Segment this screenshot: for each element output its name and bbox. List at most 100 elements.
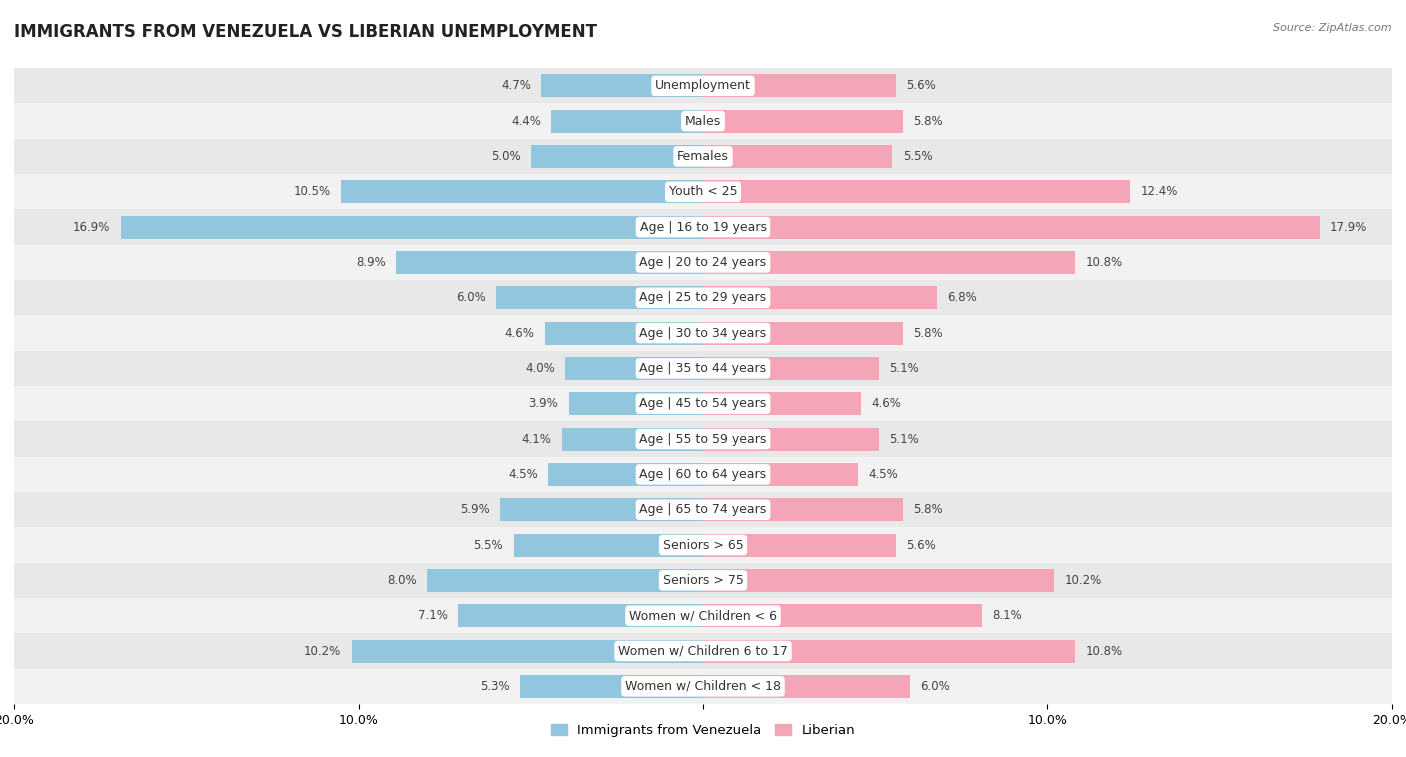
Text: 5.8%: 5.8% <box>912 326 943 340</box>
Bar <box>14 68 1392 104</box>
Text: 4.6%: 4.6% <box>505 326 534 340</box>
Text: 6.0%: 6.0% <box>920 680 950 693</box>
Text: 5.3%: 5.3% <box>481 680 510 693</box>
Bar <box>703 110 903 132</box>
Text: Age | 65 to 74 years: Age | 65 to 74 years <box>640 503 766 516</box>
Text: 4.4%: 4.4% <box>512 114 541 128</box>
Text: Age | 20 to 24 years: Age | 20 to 24 years <box>640 256 766 269</box>
Text: 10.8%: 10.8% <box>1085 644 1122 658</box>
Text: 5.1%: 5.1% <box>889 362 918 375</box>
Bar <box>14 386 1392 422</box>
Bar <box>541 74 703 97</box>
Text: 12.4%: 12.4% <box>1140 185 1178 198</box>
Bar <box>342 180 703 203</box>
Bar <box>565 357 703 380</box>
Text: Age | 55 to 59 years: Age | 55 to 59 years <box>640 432 766 446</box>
Bar <box>703 357 879 380</box>
Bar <box>703 74 896 97</box>
Bar <box>121 216 703 238</box>
Text: 17.9%: 17.9% <box>1330 220 1367 234</box>
Text: Women w/ Children < 6: Women w/ Children < 6 <box>628 609 778 622</box>
Text: 10.5%: 10.5% <box>294 185 330 198</box>
Bar <box>531 145 703 168</box>
Text: 16.9%: 16.9% <box>73 220 111 234</box>
Text: Age | 16 to 19 years: Age | 16 to 19 years <box>640 220 766 234</box>
Legend: Immigrants from Venezuela, Liberian: Immigrants from Venezuela, Liberian <box>546 718 860 742</box>
Text: 5.8%: 5.8% <box>912 114 943 128</box>
Text: 4.5%: 4.5% <box>869 468 898 481</box>
Bar <box>14 634 1392 668</box>
Text: Age | 35 to 44 years: Age | 35 to 44 years <box>640 362 766 375</box>
Bar <box>14 174 1392 210</box>
Bar <box>548 463 703 486</box>
Text: Source: ZipAtlas.com: Source: ZipAtlas.com <box>1274 23 1392 33</box>
Text: 4.0%: 4.0% <box>524 362 555 375</box>
Bar <box>427 569 703 592</box>
Bar <box>703 286 938 309</box>
Text: 4.1%: 4.1% <box>522 432 551 446</box>
Bar <box>14 139 1392 174</box>
Bar <box>14 668 1392 704</box>
Bar <box>14 456 1392 492</box>
Text: Women w/ Children < 18: Women w/ Children < 18 <box>626 680 780 693</box>
Bar <box>703 640 1076 662</box>
Text: Women w/ Children 6 to 17: Women w/ Children 6 to 17 <box>619 644 787 658</box>
Bar <box>14 492 1392 528</box>
Text: 4.5%: 4.5% <box>508 468 537 481</box>
Text: IMMIGRANTS FROM VENEZUELA VS LIBERIAN UNEMPLOYMENT: IMMIGRANTS FROM VENEZUELA VS LIBERIAN UN… <box>14 23 598 41</box>
Text: 6.8%: 6.8% <box>948 291 977 304</box>
Text: 8.9%: 8.9% <box>356 256 387 269</box>
Text: Age | 25 to 29 years: Age | 25 to 29 years <box>640 291 766 304</box>
Bar <box>499 498 703 522</box>
Bar <box>703 216 1320 238</box>
Bar <box>520 675 703 698</box>
Text: 10.8%: 10.8% <box>1085 256 1122 269</box>
Text: 10.2%: 10.2% <box>1064 574 1102 587</box>
Text: 5.8%: 5.8% <box>912 503 943 516</box>
Bar <box>568 392 703 415</box>
Bar <box>703 180 1130 203</box>
Bar <box>14 280 1392 316</box>
Text: 5.0%: 5.0% <box>491 150 520 163</box>
Bar <box>14 562 1392 598</box>
Text: 5.1%: 5.1% <box>889 432 918 446</box>
Bar <box>703 534 896 556</box>
Text: 5.9%: 5.9% <box>460 503 489 516</box>
Bar <box>458 604 703 627</box>
Bar <box>513 534 703 556</box>
Bar <box>703 604 981 627</box>
Bar <box>14 422 1392 456</box>
Text: 4.7%: 4.7% <box>501 79 531 92</box>
Text: Seniors > 75: Seniors > 75 <box>662 574 744 587</box>
Text: Age | 30 to 34 years: Age | 30 to 34 years <box>640 326 766 340</box>
Bar <box>703 428 879 450</box>
Text: Females: Females <box>678 150 728 163</box>
Bar <box>703 392 862 415</box>
Bar <box>14 316 1392 350</box>
Text: Unemployment: Unemployment <box>655 79 751 92</box>
Bar <box>496 286 703 309</box>
Text: Youth < 25: Youth < 25 <box>669 185 737 198</box>
Text: 8.1%: 8.1% <box>993 609 1022 622</box>
Bar <box>703 675 910 698</box>
Bar <box>14 350 1392 386</box>
Bar <box>14 528 1392 562</box>
Bar <box>14 104 1392 139</box>
Text: Age | 45 to 54 years: Age | 45 to 54 years <box>640 397 766 410</box>
Text: Seniors > 65: Seniors > 65 <box>662 538 744 552</box>
Text: 5.6%: 5.6% <box>907 79 936 92</box>
Text: 6.0%: 6.0% <box>456 291 486 304</box>
Text: 8.0%: 8.0% <box>388 574 418 587</box>
Bar <box>551 110 703 132</box>
Bar <box>14 210 1392 245</box>
Text: 10.2%: 10.2% <box>304 644 342 658</box>
Bar <box>703 145 893 168</box>
Text: Age | 60 to 64 years: Age | 60 to 64 years <box>640 468 766 481</box>
Bar <box>544 322 703 344</box>
Text: 4.6%: 4.6% <box>872 397 901 410</box>
Text: 5.5%: 5.5% <box>903 150 932 163</box>
Bar <box>396 251 703 274</box>
Bar <box>703 569 1054 592</box>
Bar <box>703 251 1076 274</box>
Bar <box>14 245 1392 280</box>
